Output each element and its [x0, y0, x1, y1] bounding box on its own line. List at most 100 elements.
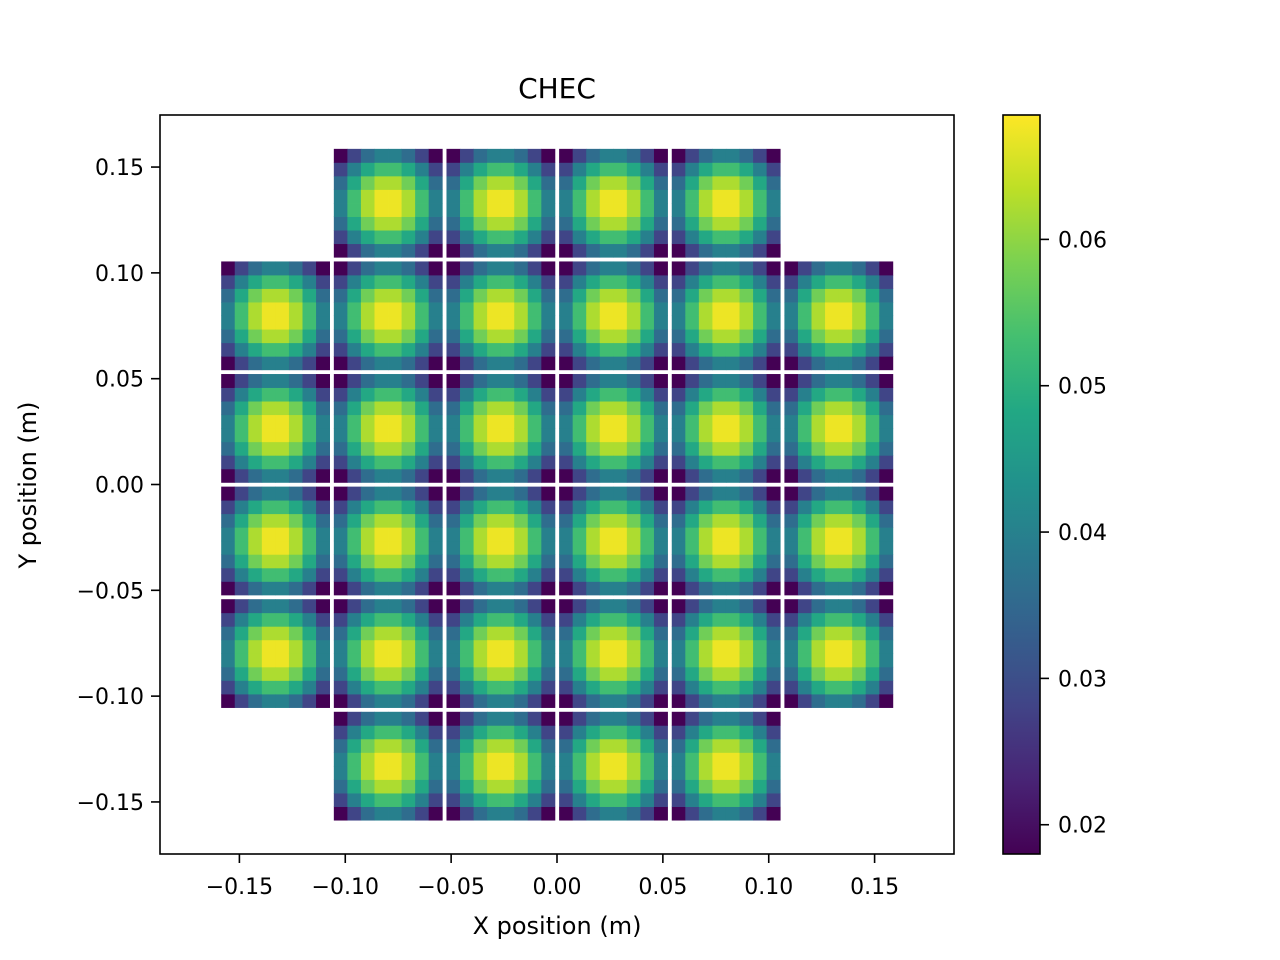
camera-pixel [316, 342, 330, 357]
camera-pixel [784, 567, 799, 582]
camera-pixel [401, 441, 416, 456]
camera-pixel [234, 666, 249, 681]
camera-pixel [784, 486, 799, 501]
camera-pixel [446, 468, 461, 483]
camera-pixel [559, 486, 574, 501]
camera-pixel [288, 274, 303, 289]
camera-pixel [671, 653, 686, 668]
camera-pixel [446, 216, 461, 231]
camera-pixel [415, 455, 430, 470]
camera-pixel [852, 666, 867, 681]
camera-pixel [586, 694, 601, 708]
camera-pixel [347, 765, 362, 780]
camera-pixel [487, 374, 502, 388]
camera-pixel [302, 639, 317, 654]
camera-pixel [541, 779, 556, 794]
camera-pixel [374, 274, 389, 289]
camera-pixel [784, 329, 799, 344]
camera-pixel [248, 288, 263, 303]
camera-pixel [316, 666, 330, 681]
camera-pixel [401, 639, 416, 654]
camera-pixel [500, 243, 515, 258]
camera-pixel [766, 599, 781, 614]
camera-pixel [698, 639, 713, 654]
camera-pixel [739, 639, 754, 654]
camera-pixel [428, 243, 443, 258]
camera-pixel [221, 274, 236, 289]
camera-pixel [374, 725, 389, 740]
camera-pixel [347, 162, 362, 177]
camera-pixel [698, 486, 713, 501]
camera-pixel [626, 752, 641, 767]
camera-pixel [626, 599, 641, 614]
camera-pixel [288, 639, 303, 654]
camera-pixel [401, 342, 416, 357]
camera-pixel [586, 581, 601, 596]
camera-pixel [401, 765, 416, 780]
camera-pixel [784, 342, 799, 357]
camera-pixel [653, 315, 668, 330]
camera-pixel [559, 540, 574, 555]
camera-pixel [712, 653, 727, 668]
camera-pixel [739, 387, 754, 402]
camera-pixel [725, 302, 740, 317]
camera-pixel [401, 599, 416, 614]
camera-pixel [653, 806, 668, 821]
colorbar-tick-label: 0.06 [1058, 228, 1107, 253]
camera-pixel [825, 680, 839, 695]
camera-pixel [333, 175, 348, 190]
camera-pixel [473, 315, 488, 330]
camera-pixel [572, 315, 587, 330]
camera-pixel [460, 581, 474, 596]
camera-pixel [613, 626, 628, 641]
camera-pixel [725, 441, 740, 456]
camera-pixel [415, 329, 430, 344]
camera-pixel [838, 261, 853, 276]
camera-pixel [316, 401, 330, 416]
camera-pixel [401, 387, 416, 402]
camera-pixel [753, 374, 768, 388]
camera-pixel [797, 401, 812, 416]
camera-pixel [288, 680, 303, 695]
camera-pixel [725, 329, 740, 344]
camera-pixel [586, 189, 601, 204]
camera-pixel [879, 261, 894, 276]
camera-pixel [316, 540, 330, 555]
camera-pixel [415, 414, 430, 429]
camera-pixel [712, 500, 727, 515]
camera-pixel [374, 612, 389, 627]
camera-pixel [374, 626, 389, 641]
camera-pixel [685, 486, 700, 501]
camera-pixel [333, 581, 348, 596]
camera-pixel [473, 356, 488, 371]
camera-pixel [586, 374, 601, 388]
camera-pixel [234, 414, 249, 429]
camera-pixel [415, 554, 430, 569]
camera-pixel [360, 527, 375, 542]
camera-pixel [739, 455, 754, 470]
camera-pixel [879, 666, 894, 681]
camera-pixel [302, 261, 317, 276]
camera-pixel [221, 612, 236, 627]
camera-pixel [753, 189, 768, 204]
camera-pixel [401, 666, 416, 681]
camera-pixel [302, 626, 317, 641]
camera-pixel [712, 554, 727, 569]
camera-pixel [487, 468, 502, 483]
camera-pixel [460, 243, 474, 258]
camera-pixel [653, 765, 668, 780]
camera-pixel [388, 356, 402, 371]
camera-pixel [640, 261, 655, 276]
camera-pixel [725, 342, 740, 357]
camera-pixel [500, 666, 515, 681]
camera-pixel [234, 468, 249, 483]
camera-pixel [685, 216, 700, 231]
camera-pixel [487, 189, 502, 204]
camera-pixel [275, 486, 290, 501]
camera-pixel [288, 401, 303, 416]
camera-pixel [446, 694, 461, 708]
camera-pixel [360, 387, 375, 402]
camera-pixel [541, 274, 556, 289]
camera-pixel [739, 216, 754, 231]
camera-pixel [685, 599, 700, 614]
